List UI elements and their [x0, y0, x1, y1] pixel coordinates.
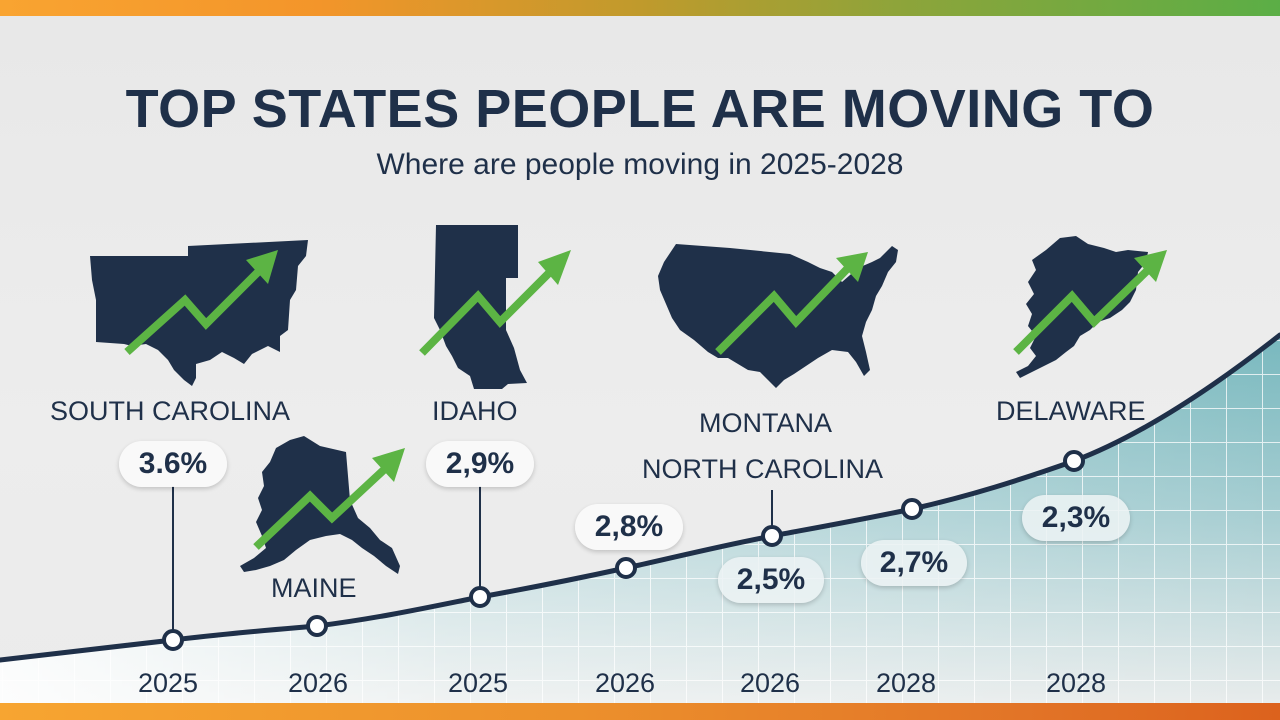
x-axis-year: 2028: [1045, 668, 1107, 698]
data-point[interactable]: [162, 629, 184, 651]
bottom-gradient-bar: [0, 703, 1280, 720]
data-point[interactable]: [306, 615, 328, 637]
value-badge: 2,3%: [1022, 495, 1130, 541]
value-badge: 2,5%: [718, 557, 824, 603]
top-gradient-bar: [0, 0, 1280, 16]
state-label-idaho: IDAHO: [432, 396, 518, 426]
value-badge: 2,8%: [575, 504, 683, 550]
data-point[interactable]: [761, 525, 783, 547]
alaska-shape-map-icon: [1013, 236, 1167, 378]
usa-map-icon: [658, 244, 898, 388]
value-badge: 2,7%: [861, 540, 967, 586]
value-badge: 3.6%: [119, 441, 227, 487]
x-axis-year: 2025: [447, 668, 509, 698]
us-region-map-icon: [90, 240, 308, 386]
x-axis-year: 2026: [594, 668, 656, 698]
data-point[interactable]: [615, 557, 637, 579]
value-badge: 2,9%: [426, 441, 534, 487]
data-point[interactable]: [1063, 450, 1085, 472]
state-label-south-carolina: SOUTH CAROLINA: [50, 396, 291, 426]
state-label-maine: MAINE: [271, 573, 357, 603]
x-axis-year: 2028: [875, 668, 937, 698]
state-label-delaware: DELAWARE: [996, 396, 1146, 426]
page-title: TOP STATES PEOPLE ARE MOVING TO: [125, 79, 1155, 139]
idaho-map-icon: [419, 225, 571, 389]
x-axis-year: 2026: [739, 668, 801, 698]
x-axis-year: 2026: [287, 668, 349, 698]
x-axis-year: 2025: [137, 668, 199, 698]
alaska-shape-map-icon: [240, 436, 405, 574]
state-label-north-carolina: NORTH CAROLINA: [642, 454, 884, 484]
data-point[interactable]: [469, 586, 491, 608]
data-point[interactable]: [901, 498, 923, 520]
page-subtitle: Where are people moving in 2025-2028: [376, 148, 904, 181]
state-label-montana: MONTANA: [699, 408, 832, 438]
